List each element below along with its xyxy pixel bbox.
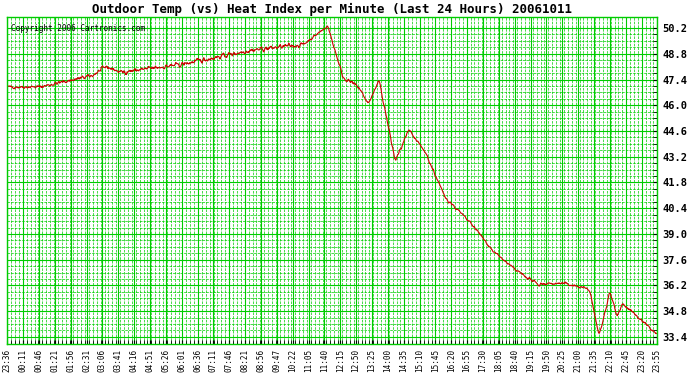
Text: Copyright 2006 Cartronics.com: Copyright 2006 Cartronics.com [10,24,145,33]
Title: Outdoor Temp (vs) Heat Index per Minute (Last 24 Hours) 20061011: Outdoor Temp (vs) Heat Index per Minute … [92,3,572,16]
